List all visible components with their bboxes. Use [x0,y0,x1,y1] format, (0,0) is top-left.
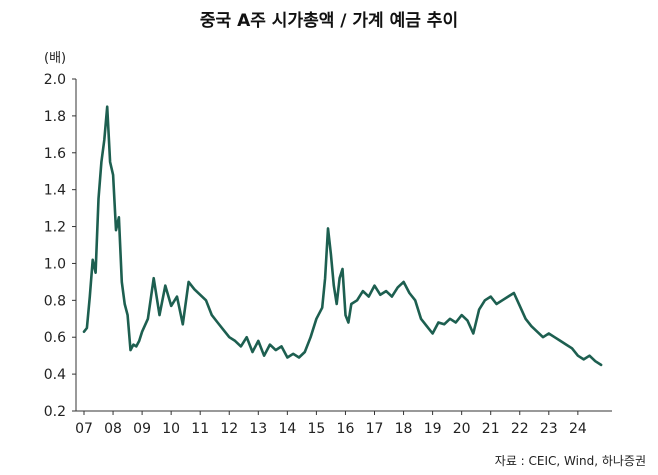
chart-title: 중국 A주 시가총액 / 가계 예금 추이 [199,11,459,31]
x-tick-label: 07 [75,421,93,437]
x-tick-label: 11 [191,421,209,437]
x-tick-label: 14 [278,421,296,437]
y-tick-label: 0.4 [44,367,66,383]
x-tick-label: 09 [133,421,151,437]
y-tick-label: 1.8 [44,109,66,125]
y-tick-label: 1.2 [44,220,66,236]
x-tick-label: 13 [249,421,267,437]
x-tick-label: 24 [569,421,587,437]
x-tick-label: 19 [424,421,442,437]
x-tick-label: 15 [307,421,325,437]
series-line [82,105,603,367]
x-tick-label: 08 [104,421,122,437]
x-tick-label: 23 [540,421,558,437]
y-tick-label: 1.6 [44,146,66,162]
y-tick-label: 0.6 [44,330,66,346]
y-tick-label: 0.8 [44,293,66,309]
y-tick-label: 1.4 [44,183,66,199]
x-axis: 07 08 09 10 11 12 13 14 15 16 17 18 19 20 21 22 23 24 [75,410,612,437]
x-tick-label: 22 [511,421,529,437]
source-note: 자료 : CEIC, Wind, 하나증권 [494,454,646,468]
x-tick-label: 20 [453,421,471,437]
x-tick-label: 21 [482,421,500,437]
x-tick-label: 17 [366,421,384,437]
y-axis: 2.0 1.8 1.6 1.4 1.2 1.0 0.8 0.6 0.4 0.2 [44,72,77,420]
y-tick-label: 2.0 [44,72,66,88]
x-tick-label: 18 [395,421,413,437]
y-tick-label: 1.0 [44,256,66,272]
y-tick-label: 0.2 [44,404,66,420]
x-tick-label: 16 [337,421,355,437]
y-axis-unit-label: (배) [44,51,67,66]
x-tick-label: 12 [220,421,238,437]
x-tick-label: 10 [162,421,180,437]
